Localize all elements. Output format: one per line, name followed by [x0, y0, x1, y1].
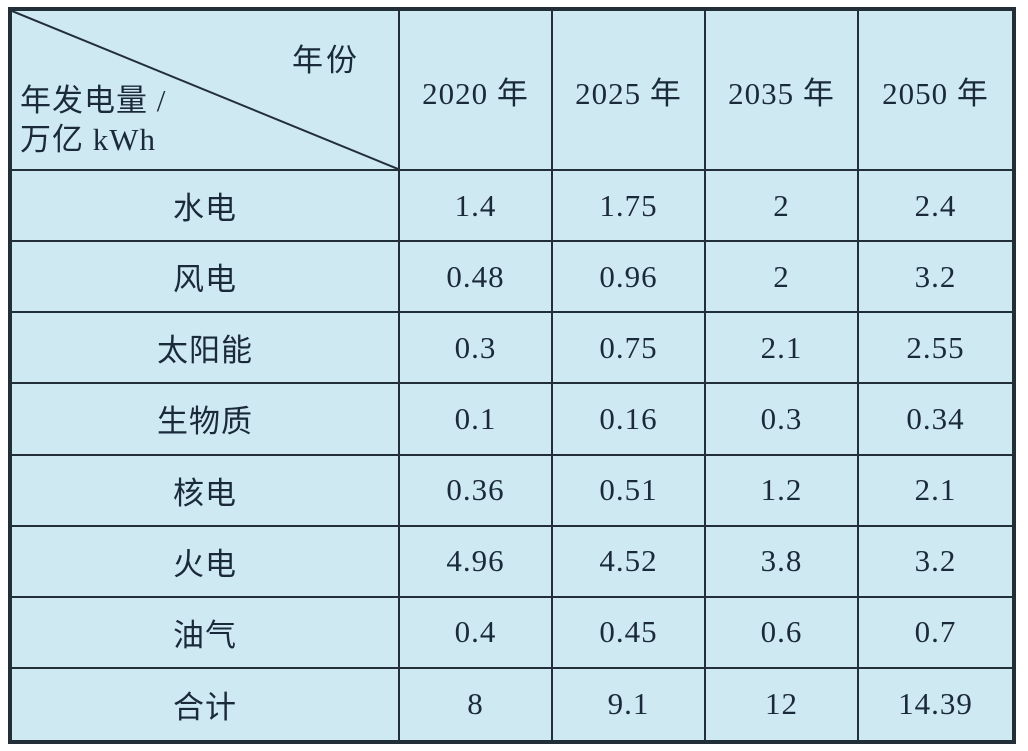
cell-total-2035: 12: [706, 668, 859, 740]
cell-hydro-2050: 2.4: [859, 171, 1012, 243]
cell-nuclear-2050: 2.1: [859, 456, 1012, 527]
annual-power-generation-table: 年份 年发电量 / 万亿 kWh 2020 年 2025 年 2035 年 20…: [8, 7, 1016, 744]
corner-label-line1: 年发电量 /: [20, 83, 167, 118]
cell-hydro-2020: 1.4: [400, 171, 553, 243]
cell-biomass-2025: 0.16: [553, 384, 706, 456]
cell-biomass-2035: 0.3: [706, 384, 859, 456]
cell-solar-2050: 2.55: [859, 313, 1012, 385]
diagonal-divider-line: [12, 11, 398, 169]
corner-label-line2: 万亿 kWh: [20, 122, 157, 157]
row-label-solar: 太阳能: [12, 313, 400, 385]
cell-thermal-2035: 3.8: [706, 526, 859, 598]
row-label-hydro: 水电: [12, 171, 400, 243]
cell-oilgas-2020: 0.4: [400, 597, 553, 669]
cell-nuclear-2035: 1.2: [706, 455, 859, 527]
corner-label-generation-axis: 年发电量 / 万亿 kWh: [20, 81, 166, 159]
cell-total-2025: 9.1: [553, 668, 706, 740]
cell-thermal-2050: 3.2: [859, 527, 1012, 598]
row-label-thermal: 火电: [12, 526, 400, 598]
cell-oilgas-2025: 0.45: [553, 597, 706, 669]
row-label-biomass: 生物质: [12, 384, 400, 456]
row-label-nuclear: 核电: [12, 455, 400, 527]
cell-hydro-2035: 2: [706, 171, 859, 243]
cell-nuclear-2025: 0.51: [553, 455, 706, 527]
header-corner-cell: 年份 年发电量 / 万亿 kWh: [12, 11, 400, 171]
cell-solar-2035: 2.1: [706, 313, 859, 385]
cell-wind-2020: 0.48: [400, 242, 553, 314]
column-header-2035: 2035 年: [706, 11, 859, 171]
row-label-total: 合计: [12, 668, 400, 740]
cell-total-2020: 8: [400, 668, 553, 740]
cell-wind-2025: 0.96: [553, 242, 706, 314]
cell-biomass-2050: 0.34: [859, 384, 1012, 456]
cell-total-2050: 14.39: [898, 686, 973, 722]
cell-thermal-2025: 4.52: [553, 526, 706, 598]
cell-wind-2050: 3.2: [859, 242, 1012, 314]
cell-wind-2035: 2: [706, 242, 859, 314]
cell-solar-2020: 0.3: [400, 313, 553, 385]
cell-biomass-2020: 0.1: [400, 384, 553, 456]
cell-hydro-2025: 1.75: [553, 171, 706, 243]
column-header-2020: 2020 年: [400, 11, 553, 171]
row-label-wind: 风电: [12, 242, 400, 314]
cell-thermal-2020: 4.96: [400, 526, 553, 598]
column-header-2025: 2025 年: [553, 11, 706, 171]
row-label-oilgas: 油气: [12, 597, 400, 669]
corner-label-year-axis: 年份: [292, 43, 360, 78]
cell-nuclear-2020: 0.36: [400, 455, 553, 527]
cell-solar-2025: 0.75: [553, 313, 706, 385]
column-header-2050: 2050 年: [859, 11, 1012, 171]
cell-oilgas-2050: 0.7: [859, 598, 1012, 669]
cell-oilgas-2035: 0.6: [706, 597, 859, 669]
